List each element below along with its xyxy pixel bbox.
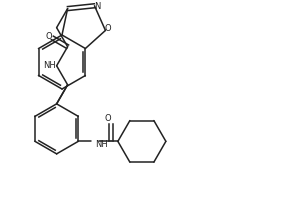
Text: O: O — [104, 24, 111, 33]
Text: NH: NH — [95, 140, 108, 149]
Text: N: N — [94, 2, 101, 11]
Text: NH: NH — [43, 61, 56, 70]
Text: O: O — [105, 114, 112, 123]
Text: O: O — [45, 32, 52, 41]
